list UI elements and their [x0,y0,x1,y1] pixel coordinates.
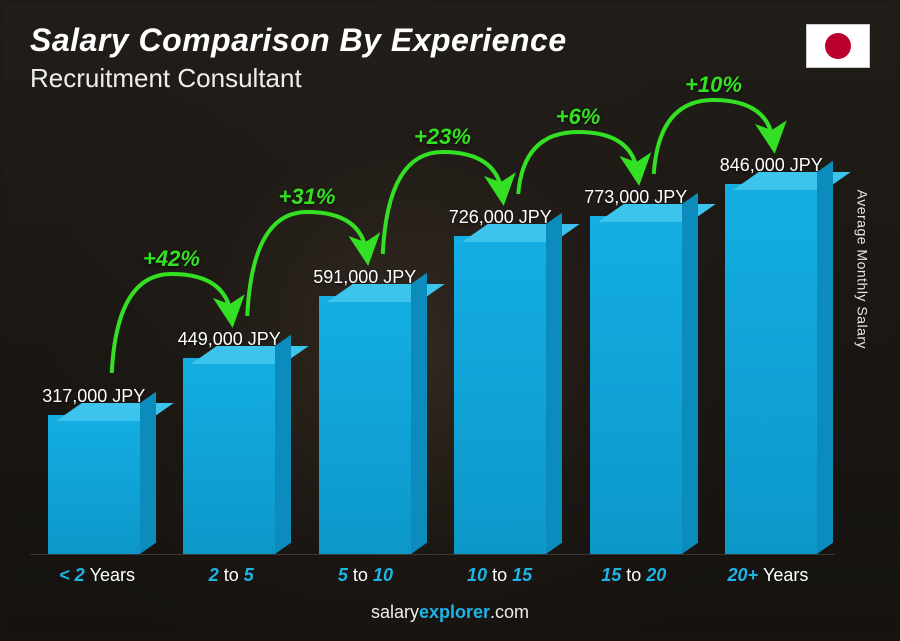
x-tick: 5 to 10 [298,555,432,594]
bar-front-face [590,216,682,554]
chart-area: Average Monthly Salary +42%+31%+23%+6%+1… [30,104,870,594]
flag-disc-icon [825,33,851,59]
x-tick: 10 to 15 [433,555,567,594]
brand-part3: .com [490,602,529,622]
yaxis-label: Average Monthly Salary [854,190,870,349]
bar-slot-2: 591,000 JPY [301,267,429,554]
container: Salary Comparison By Experience Recruitm… [0,0,900,641]
bar [454,236,546,554]
bar-side-face [817,161,833,554]
bar-front-face [319,296,411,554]
bar-front-face [183,358,275,554]
bar-side-face [411,273,427,554]
bars-row: 317,000 JPY449,000 JPY591,000 JPY726,000… [30,104,835,554]
bar-slot-3: 726,000 JPY [437,207,565,554]
x-tick: 20+ Years [701,555,835,594]
x-tick: < 2 Years [30,555,164,594]
bar-side-face [140,392,156,554]
page-subtitle: Recruitment Consultant [30,63,567,94]
brand-part1: salary [371,602,419,622]
page-title: Salary Comparison By Experience [30,22,567,59]
bar-front-face [454,236,546,554]
x-tick: 2 to 5 [164,555,298,594]
header: Salary Comparison By Experience Recruitm… [30,22,870,94]
bar-side-face [546,213,562,554]
x-tick: 15 to 20 [567,555,701,594]
title-block: Salary Comparison By Experience Recruitm… [30,22,567,94]
bar-front-face [48,415,140,554]
bar-side-face [682,193,698,554]
bar [319,296,411,554]
flag-japan [806,24,870,68]
bar-front-face [725,184,817,554]
bar-slot-5: 846,000 JPY [708,155,836,554]
bar-slot-1: 449,000 JPY [166,329,294,554]
bar-slot-0: 317,000 JPY [30,386,158,554]
bar [725,184,817,554]
x-axis: < 2 Years2 to 55 to 1010 to 1515 to 2020… [30,554,835,594]
bar [590,216,682,554]
brand-part2: explorer [419,602,490,622]
bar-slot-4: 773,000 JPY [572,187,700,554]
footer-brand: salaryexplorer.com [30,594,870,623]
bar [183,358,275,554]
bar [48,415,140,554]
bar-side-face [275,335,291,554]
